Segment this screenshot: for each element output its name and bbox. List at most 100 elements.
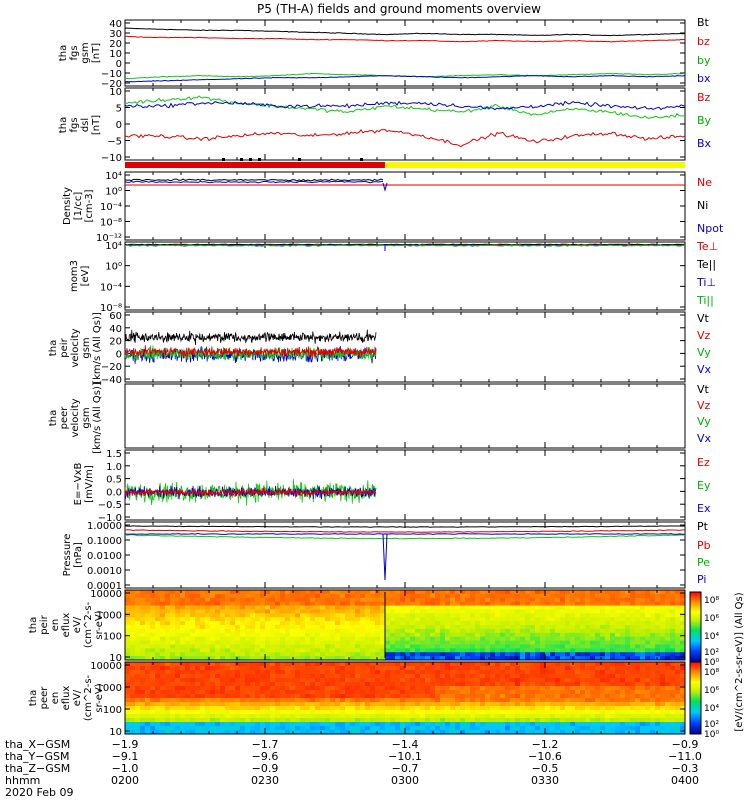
p9-spec-cell	[535, 652, 541, 657]
p9-spec-cell	[360, 590, 366, 595]
p10-spec-cell	[405, 694, 411, 699]
p9-spec-cell	[355, 613, 361, 618]
p9-spec-cell	[390, 590, 396, 595]
p9-spec-cell	[130, 613, 136, 618]
p9-spec-cell	[180, 652, 186, 657]
p10-spec-cell	[130, 726, 136, 731]
p10-spec-cell	[635, 702, 641, 707]
p9-spec-cell	[505, 621, 511, 626]
p9-spec-cell	[385, 628, 391, 634]
p9-spec-cell	[350, 609, 356, 614]
p9-spec-cell	[125, 601, 131, 606]
p10-spec-cell	[300, 718, 306, 723]
p10-spec-cell	[680, 694, 686, 699]
p9-spec-cell	[230, 640, 236, 645]
p9-spec-cell	[455, 597, 461, 603]
p9-spec-cell	[600, 625, 606, 630]
p10-spec-cell	[605, 698, 611, 703]
p10-spec-cell	[290, 682, 296, 687]
p10-spec-cell	[365, 662, 371, 667]
p10-spec-cell	[625, 722, 631, 727]
p9-spec-cell	[165, 621, 171, 626]
p1-legend-bx: bx	[697, 72, 711, 85]
p9-spec-cell	[260, 648, 266, 653]
p10-spec-cell	[460, 722, 466, 727]
p10-spec-cell	[670, 694, 676, 699]
p10-spec-cell	[490, 694, 496, 699]
p9-spec-cell	[340, 593, 346, 599]
p10-spec-cell	[540, 710, 546, 715]
p9-spec-cell	[480, 617, 486, 622]
p9-spec-cell	[415, 648, 421, 653]
p10-spec-cell	[290, 702, 296, 707]
p9-spec-cell	[460, 656, 466, 661]
p9-spec-cell	[230, 648, 236, 653]
p9-spec-cell	[650, 632, 656, 638]
p9-spec-cell	[330, 597, 336, 603]
p9-spec-cell	[410, 593, 416, 599]
p10-spec-cell	[175, 722, 181, 727]
p9-spec-cell	[525, 640, 531, 645]
p10-spec-cell	[245, 710, 251, 715]
p9-spec-cell	[390, 625, 396, 630]
p10-spec-cell	[285, 730, 291, 735]
p9-spec-cell	[310, 609, 316, 614]
p9-spec-cell	[195, 609, 201, 614]
p9-spec-cell	[245, 597, 251, 603]
p9-spec-cell	[330, 613, 336, 618]
p9-spec-cell	[375, 636, 381, 641]
p10-spec-cell	[235, 702, 241, 707]
p10-spec-cell	[135, 674, 141, 679]
p9-spec-cell	[485, 644, 491, 649]
p10-spec-cell	[475, 694, 481, 699]
p8-ytick-0: 1.0000	[87, 521, 122, 532]
p9-spec-cell	[250, 605, 256, 610]
p10-spec-cell	[595, 718, 601, 723]
p10-spec-cell	[650, 662, 656, 667]
p10-spec-cell	[585, 678, 591, 683]
p10-spec-cell	[645, 726, 651, 731]
p9-spec-cell	[540, 593, 546, 599]
p9-spec-cell	[440, 601, 446, 606]
p10-spec-cell	[615, 690, 621, 695]
p10-spec-cell	[645, 662, 651, 667]
p9-spec-cell	[210, 593, 216, 599]
p10-spec-cell	[640, 706, 646, 711]
p9-spec-cell	[340, 625, 346, 630]
p2-ylabel-1: fgs	[69, 117, 80, 132]
p9-ytick-0: 10000	[90, 589, 122, 600]
p10-spec-cell	[445, 674, 451, 679]
p9-spec-cell	[545, 605, 551, 610]
p9-spec-cell	[270, 613, 276, 618]
p10-spec-cell	[585, 666, 591, 671]
p10-spec-cell	[580, 730, 586, 735]
p10-spec-cell	[465, 678, 471, 683]
p10-spec-cell	[490, 718, 496, 723]
p9-spec-cell	[335, 632, 341, 638]
p9-spec-cell	[400, 632, 406, 638]
p9-spec-cell	[520, 621, 526, 626]
p9-spec-cell	[595, 636, 601, 641]
p9-spec-cell	[585, 601, 591, 606]
p10-spec-cell	[125, 666, 131, 671]
p9-spec-cell	[195, 648, 201, 653]
p10-spec-cell	[500, 698, 506, 703]
p9-spec-cell	[265, 652, 271, 657]
p9-spec-cell	[155, 605, 161, 610]
p9-spec-cell	[400, 593, 406, 599]
p5-legend-Vy: Vy	[697, 346, 711, 359]
p10-spec-cell	[570, 702, 576, 707]
p10-spec-cell	[175, 670, 181, 675]
p9-spec-cell	[625, 590, 631, 595]
p10-spec-cell	[560, 662, 566, 667]
p10-spec-cell	[440, 666, 446, 671]
p10-spec-cell	[145, 702, 151, 707]
p9-spec-cell	[310, 593, 316, 599]
p9-spec-cell	[620, 590, 626, 595]
p9-spec-cell	[485, 628, 491, 634]
p2-series-By	[124, 95, 686, 119]
p10-spec-cell	[390, 718, 396, 723]
p10-spec-cell	[410, 710, 416, 715]
p10-spec-cell	[140, 670, 146, 675]
p10-spec-cell	[525, 694, 531, 699]
